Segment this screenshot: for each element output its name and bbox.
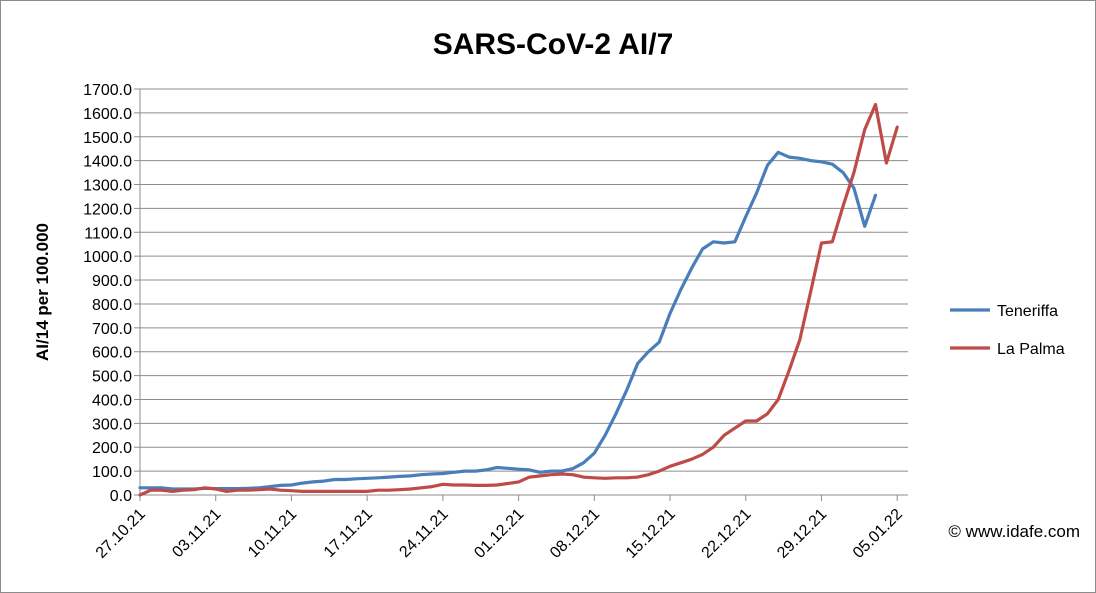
y-tick-label: 900.0 (92, 273, 132, 290)
y-tick-label: 1700.0 (83, 82, 132, 99)
x-tick-label: 05.01.22 (850, 506, 906, 562)
y-tick-label: 400.0 (92, 392, 132, 409)
x-tick-label: 29.12.21 (774, 506, 830, 562)
legend-label-teneriffa: Teneriffa (997, 303, 1058, 320)
x-tick-label: 10.11.21 (245, 506, 300, 561)
x-tick-label: 22.12.21 (699, 506, 755, 562)
series-line-la-palma (138, 102, 899, 497)
x-tick-label: 17.11.21 (321, 506, 376, 561)
y-tick-label: 1500.0 (83, 130, 132, 147)
axes (139, 89, 908, 496)
x-tick-label: 24.11.21 (396, 506, 451, 561)
x-tick-label: 27.10.21 (93, 506, 149, 562)
y-tick-label: 300.0 (92, 416, 132, 433)
y-tick-label: 800.0 (92, 297, 132, 314)
legend: Teneriffa La Palma (950, 303, 1065, 358)
y-tick-label: 100.0 (92, 464, 132, 481)
x-tick-label: 15.12.21 (623, 506, 679, 562)
y-tick-label: 600.0 (92, 345, 132, 362)
series-line-teneriffa (138, 150, 878, 491)
y-tick-label: 1400.0 (83, 154, 132, 171)
x-tick-label: 08.12.21 (547, 506, 603, 562)
y-tick-label: 1300.0 (83, 178, 132, 195)
gridlines (140, 88, 908, 472)
y-tick-label: 1100.0 (84, 225, 132, 242)
legend-label-la-palma: La Palma (997, 341, 1065, 358)
y-axis-ticks: 0.0 100.0 200.0 300.0 400.0 500.0 600.0 700.0 80… (83, 82, 140, 505)
y-tick-label: 500.0 (92, 369, 132, 386)
y-tick-label: 1200.0 (83, 201, 132, 218)
x-tick-label: 03.11.21 (169, 506, 224, 561)
y-tick-label: 200.0 (92, 440, 132, 457)
y-axis-label: AI/14 per 100.000 (33, 223, 52, 361)
x-axis-ticks: 27.10.21 03.11.21 10.11.21 17.11.21 24.11.21… (93, 495, 906, 562)
y-tick-label: 1000.0 (83, 249, 132, 266)
series-lines (138, 102, 899, 497)
x-tick-label: 01.12.21 (471, 506, 527, 562)
y-tick-label: 700.0 (92, 321, 132, 338)
credit-text: © www.idafe.com (948, 522, 1080, 541)
chart-title: SARS-CoV-2 AI/7 (433, 28, 674, 61)
y-tick-label: 1600.0 (83, 106, 132, 123)
y-tick-label: 0.0 (110, 488, 132, 505)
